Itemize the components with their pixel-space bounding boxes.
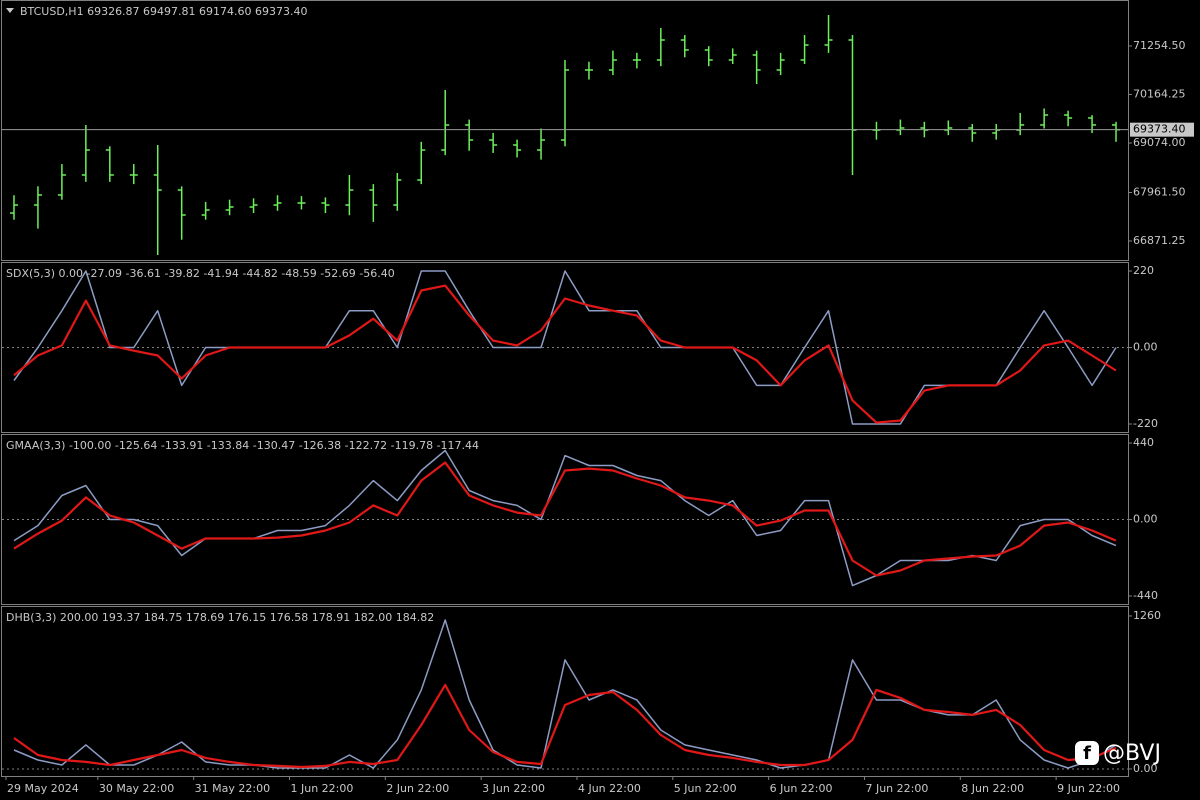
y-tick-label: 1260 (1133, 609, 1161, 622)
y-tick-label: 69074.00 (1133, 136, 1186, 149)
watermark: f @BVJ (1075, 741, 1161, 766)
price-label: 69373.40 (1133, 123, 1186, 136)
y-tick-label: 0.00 (1133, 513, 1158, 526)
y-tick-label: -440 (1133, 589, 1158, 602)
y-tick-label: 67961.50 (1133, 185, 1186, 198)
watermark-icon (1075, 741, 1099, 765)
y-tick-label: 70164.25 (1133, 87, 1186, 100)
y-tick-label: 71254.50 (1133, 39, 1186, 52)
x-tick-label: 7 Jun 22:00 (865, 782, 928, 795)
panel-header: SDX(5,3) 0.00 -27.09 -36.61 -39.82 -41.9… (6, 267, 395, 280)
y-tick-label: 440 (1133, 436, 1154, 449)
x-tick-label: 9 Jun 22:00 (1057, 782, 1120, 795)
y-tick-label: 0.00 (1133, 341, 1158, 354)
x-tick-label: 29 May 2024 (7, 782, 79, 795)
panel-header: GMAA(3,3) -100.00 -125.64 -133.91 -133.8… (6, 439, 479, 452)
panel: 440 0.00 -440 GMAA(3,3) -100.00 -125.64 -13… (2, 436, 1158, 602)
x-tick-label: 8 Jun 22:00 (961, 782, 1024, 795)
y-tick-label: 0.00 (1133, 762, 1158, 775)
panel-frame (1, 0, 1129, 261)
watermark-text: @BVJ (1103, 741, 1161, 766)
panel: 1260 0.00 29 May 2024 30 May 22:00 31 May 22… (2, 609, 1161, 795)
x-tick-label: 4 Jun 22:00 (578, 782, 641, 795)
y-tick-label: 66871.25 (1133, 234, 1186, 247)
x-tick-label: 30 May 22:00 (99, 782, 174, 795)
panel-header: BTCUSD,H1 69326.87 69497.81 69174.60 693… (20, 5, 308, 18)
x-tick-label: 1 Jun 22:00 (290, 782, 353, 795)
menu-triangle[interactable] (6, 8, 14, 13)
panel-frame (1, 606, 1129, 777)
y-tick-label: 220 (1133, 264, 1154, 277)
x-tick-label: 5 Jun 22:00 (674, 782, 737, 795)
x-tick-label: 2 Jun 22:00 (386, 782, 449, 795)
x-tick-label: 31 May 22:00 (195, 782, 270, 795)
series-line (13, 461, 1117, 577)
series-line (13, 284, 1117, 424)
x-tick-label: 3 Jun 22:00 (482, 782, 545, 795)
panel: 220 0.00 -220 SDX(5,3) 0.00 -27.09 -36.61 -… (2, 264, 1158, 430)
panel: 71254.50 70164.25 69074.00 67961.50 66871.25… (2, 5, 1194, 256)
price-label-box (1130, 122, 1194, 137)
x-tick-label: 6 Jun 22:00 (770, 782, 833, 795)
series-line (13, 270, 1117, 425)
panel-header: DHB(3,3) 200.00 193.37 184.75 178.69 176… (6, 611, 434, 624)
watermark-icon-letter: f (1083, 743, 1091, 764)
series-line (13, 683, 1117, 769)
y-tick-label: -220 (1133, 417, 1158, 430)
